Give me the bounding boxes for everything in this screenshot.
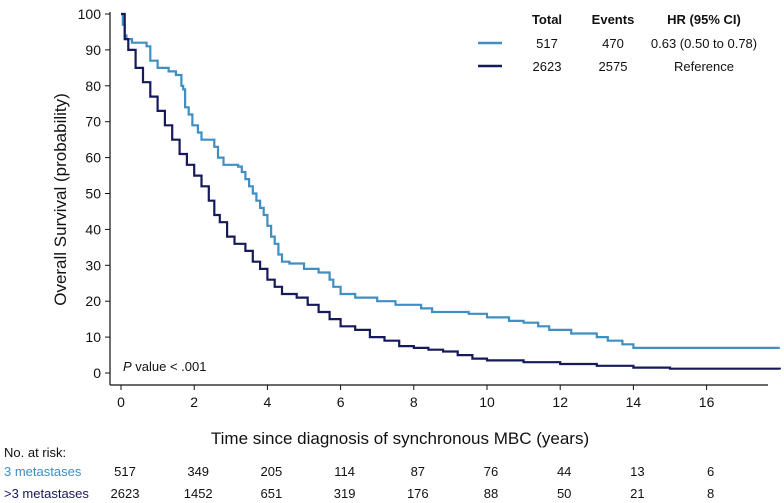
risk-count: 88 (484, 486, 498, 501)
legend-header-hr: HR (95% CI) (667, 12, 741, 27)
risk-count: 205 (261, 464, 283, 479)
legend-hr: Reference (674, 59, 734, 74)
x-tick-label: 2 (190, 394, 198, 410)
survival-curves (121, 12, 781, 370)
risk-table-label: No. at risk: (4, 445, 66, 460)
risk-count: 87 (411, 464, 425, 479)
x-tick-label: 8 (410, 394, 418, 410)
axes: 0 10 20 30 40 50 60 70 80 90 100 0 2 4 6 8 10 12 14 16 Time … (51, 6, 768, 448)
risk-count: 44 (557, 464, 571, 479)
legend-events: 2575 (599, 59, 628, 74)
risk-count: 114 (334, 464, 355, 479)
risk-count: 319 (334, 486, 356, 501)
x-tick-label: 12 (552, 394, 568, 410)
y-tick-label: 10 (85, 329, 101, 345)
y-tick-label: 60 (85, 150, 101, 166)
risk-count: 1452 (184, 486, 213, 501)
y-tick-label: 100 (78, 6, 102, 22)
legend-hr: 0.63 (0.50 to 0.78) (651, 36, 757, 51)
x-tick-label: 4 (264, 394, 272, 410)
risk-count: 349 (187, 464, 209, 479)
x-tick-label: 10 (479, 394, 495, 410)
y-tick-label: 70 (85, 114, 101, 130)
risk-count: 21 (630, 486, 644, 501)
p-value-annotation: P value < .001 (123, 359, 206, 374)
risk-count: 517 (114, 464, 136, 479)
risk-count: 651 (261, 486, 283, 501)
risk-count: 176 (407, 486, 429, 501)
y-tick-label: 90 (85, 42, 101, 58)
risk-count: 6 (707, 464, 714, 479)
legend-header-total: Total (532, 12, 562, 27)
x-tick-label: 16 (699, 394, 715, 410)
x-tick-label: 0 (117, 394, 125, 410)
risk-table: No. at risk: 3 metastases 517 349 205 114 87 76… (4, 445, 714, 501)
survival-curve-three-metastases (121, 12, 780, 349)
x-tick-label: 14 (626, 394, 642, 410)
risk-count: 50 (557, 486, 571, 501)
y-tick-label: 80 (85, 78, 101, 94)
risk-row-label: >3 metastases (4, 486, 89, 501)
x-axis-title: Time since diagnosis of synchronous MBC … (211, 429, 589, 448)
legend-total: 2623 (533, 59, 562, 74)
y-axis-title: Overall Survival (probability) (51, 93, 70, 306)
x-tick-label: 6 (337, 394, 345, 410)
legend-events: 470 (602, 36, 624, 51)
legend-total: 517 (536, 36, 558, 51)
legend-header-events: Events (592, 12, 635, 27)
risk-row-label: 3 metastases (4, 464, 82, 479)
y-tick-label: 30 (85, 257, 101, 273)
risk-count: 76 (484, 464, 498, 479)
risk-count: 8 (707, 486, 714, 501)
survival-curve-more-than-three-metastases (121, 12, 781, 370)
risk-count: 13 (630, 464, 644, 479)
y-tick-label: 40 (85, 221, 101, 237)
y-tick-label: 50 (85, 186, 101, 202)
y-tick-label: 0 (93, 365, 101, 381)
risk-count: 2623 (111, 486, 140, 501)
y-tick-label: 20 (85, 293, 101, 309)
legend-table: Total Events HR (95% CI) 517 470 0.63 (0.50 t… (478, 12, 757, 74)
